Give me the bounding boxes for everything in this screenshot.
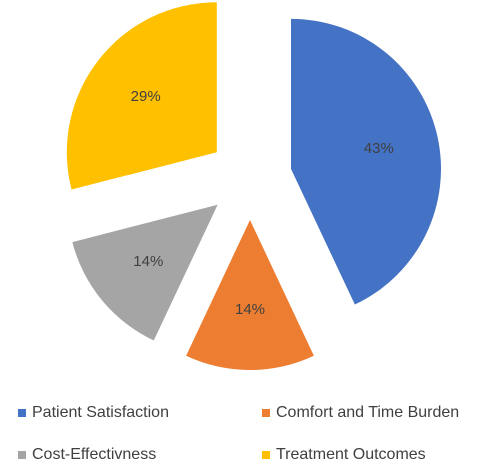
pie-slice xyxy=(186,220,314,370)
pie-slice xyxy=(66,2,217,190)
pie-slice xyxy=(290,18,441,305)
legend-label: Patient Satisfaction xyxy=(32,404,169,421)
data-label: 43% xyxy=(364,140,394,157)
legend-swatch xyxy=(18,409,26,417)
legend-label: Cost-Effectivness xyxy=(32,446,156,463)
legend-label: Comfort and Time Burden xyxy=(276,404,459,421)
data-label: 14% xyxy=(235,301,265,318)
legend-label: Treatment Outcomes xyxy=(276,446,426,463)
legend-swatch xyxy=(18,451,26,459)
legend-swatch xyxy=(262,451,270,459)
data-label: 29% xyxy=(131,88,161,105)
data-label: 14% xyxy=(133,253,163,270)
pie-slice xyxy=(72,204,218,341)
legend-swatch xyxy=(262,409,270,417)
